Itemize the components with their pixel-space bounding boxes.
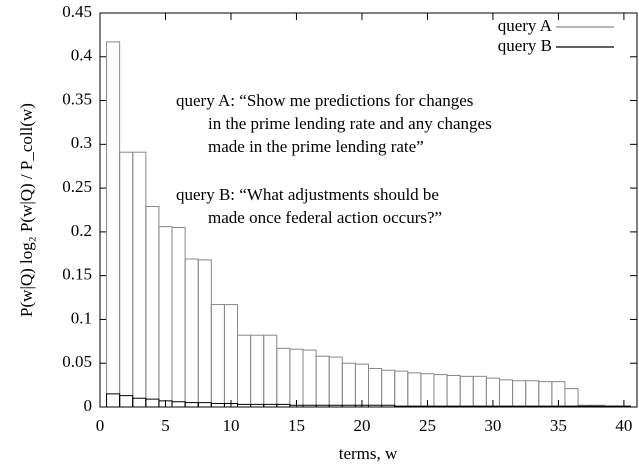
bar xyxy=(315,355,330,408)
bar xyxy=(446,405,461,408)
annotation: query A: “Show me predictions for change… xyxy=(176,91,473,110)
bar xyxy=(106,41,121,408)
x-tick-label: 15 xyxy=(288,416,305,435)
x-tick-label: 10 xyxy=(222,416,239,435)
bar xyxy=(210,304,225,408)
bar xyxy=(564,405,579,408)
bar xyxy=(276,347,291,408)
bar xyxy=(433,405,448,408)
x-tick-label: 30 xyxy=(484,416,501,435)
y-tick-label: 0.35 xyxy=(62,89,92,108)
y-tick-label: 0.05 xyxy=(62,352,92,371)
bar xyxy=(106,393,121,408)
y-tick-label: 0.2 xyxy=(71,221,92,240)
bar xyxy=(328,356,343,408)
bar xyxy=(132,151,147,408)
bar xyxy=(289,348,304,408)
x-tick-label: 25 xyxy=(419,416,436,435)
bar xyxy=(171,227,186,408)
y-tick-label: 0.45 xyxy=(62,2,92,21)
bar xyxy=(603,405,618,408)
y-tick-label: 0.25 xyxy=(62,177,92,196)
bar xyxy=(341,404,356,408)
bar xyxy=(512,380,527,408)
bar xyxy=(459,375,474,408)
bar xyxy=(590,405,605,408)
annotation: in the prime lending rate and any change… xyxy=(208,114,492,133)
bar xyxy=(472,405,487,408)
bar xyxy=(302,349,317,408)
bar xyxy=(525,380,540,408)
bar xyxy=(197,259,212,408)
annotation: made once federal action occurs?” xyxy=(208,208,442,227)
bar xyxy=(512,405,527,408)
bar xyxy=(263,403,278,408)
legend-label: query B xyxy=(498,36,552,55)
bar xyxy=(485,405,500,408)
bar xyxy=(577,405,592,408)
bar xyxy=(368,404,383,408)
bar xyxy=(210,402,225,408)
bar xyxy=(446,374,461,408)
bar xyxy=(394,405,409,408)
bar xyxy=(551,405,566,408)
bar xyxy=(459,405,474,408)
bar xyxy=(119,151,134,408)
bar xyxy=(158,226,173,408)
bar xyxy=(263,334,278,408)
y-tick-label: 0.15 xyxy=(62,265,92,284)
x-tick-label: 35 xyxy=(550,416,567,435)
bar xyxy=(407,372,422,408)
bar xyxy=(525,405,540,408)
legend-label: query A xyxy=(498,16,553,35)
bar xyxy=(302,404,317,408)
bar xyxy=(538,381,553,408)
bar xyxy=(315,404,330,408)
bar xyxy=(341,362,356,408)
bar xyxy=(368,367,383,408)
x-tick-label: 40 xyxy=(615,416,632,435)
bar xyxy=(564,388,579,408)
y-tick-label: 0.4 xyxy=(71,46,93,65)
bar xyxy=(381,404,396,408)
bar xyxy=(237,334,252,408)
bar xyxy=(433,374,448,408)
bar xyxy=(184,402,199,408)
x-axis-label: terms, w xyxy=(339,444,398,463)
bar xyxy=(184,258,199,408)
bar xyxy=(145,205,160,408)
x-tick-label: 5 xyxy=(161,416,170,435)
bar xyxy=(276,403,291,408)
bar xyxy=(145,398,160,408)
y-tick-label: 0.1 xyxy=(71,308,92,327)
x-tick-label: 0 xyxy=(96,416,105,435)
bar xyxy=(237,403,252,408)
bar xyxy=(498,379,514,408)
y-tick-label: 0 xyxy=(84,396,93,415)
bar xyxy=(250,334,265,408)
bar xyxy=(498,405,514,408)
bar xyxy=(420,405,435,408)
bar xyxy=(407,405,422,408)
bar xyxy=(381,369,396,408)
annotation: made in the prime lending rate” xyxy=(208,137,424,156)
bar xyxy=(394,370,409,408)
bar xyxy=(119,395,134,408)
bar xyxy=(538,405,553,408)
bar xyxy=(472,375,487,408)
y-axis-label: P(w|Q) log₂ P(w|Q) / P_coll(w) xyxy=(17,103,36,317)
annotation: query B: “What adjustments should be xyxy=(176,185,439,204)
bar xyxy=(328,404,343,408)
bar xyxy=(223,304,239,408)
bar xyxy=(616,405,631,408)
bar xyxy=(132,397,147,408)
bar xyxy=(171,401,186,408)
bar xyxy=(197,402,212,408)
x-tick-label: 20 xyxy=(353,416,370,435)
bar xyxy=(250,403,265,408)
y-tick-label: 0.3 xyxy=(71,133,92,152)
